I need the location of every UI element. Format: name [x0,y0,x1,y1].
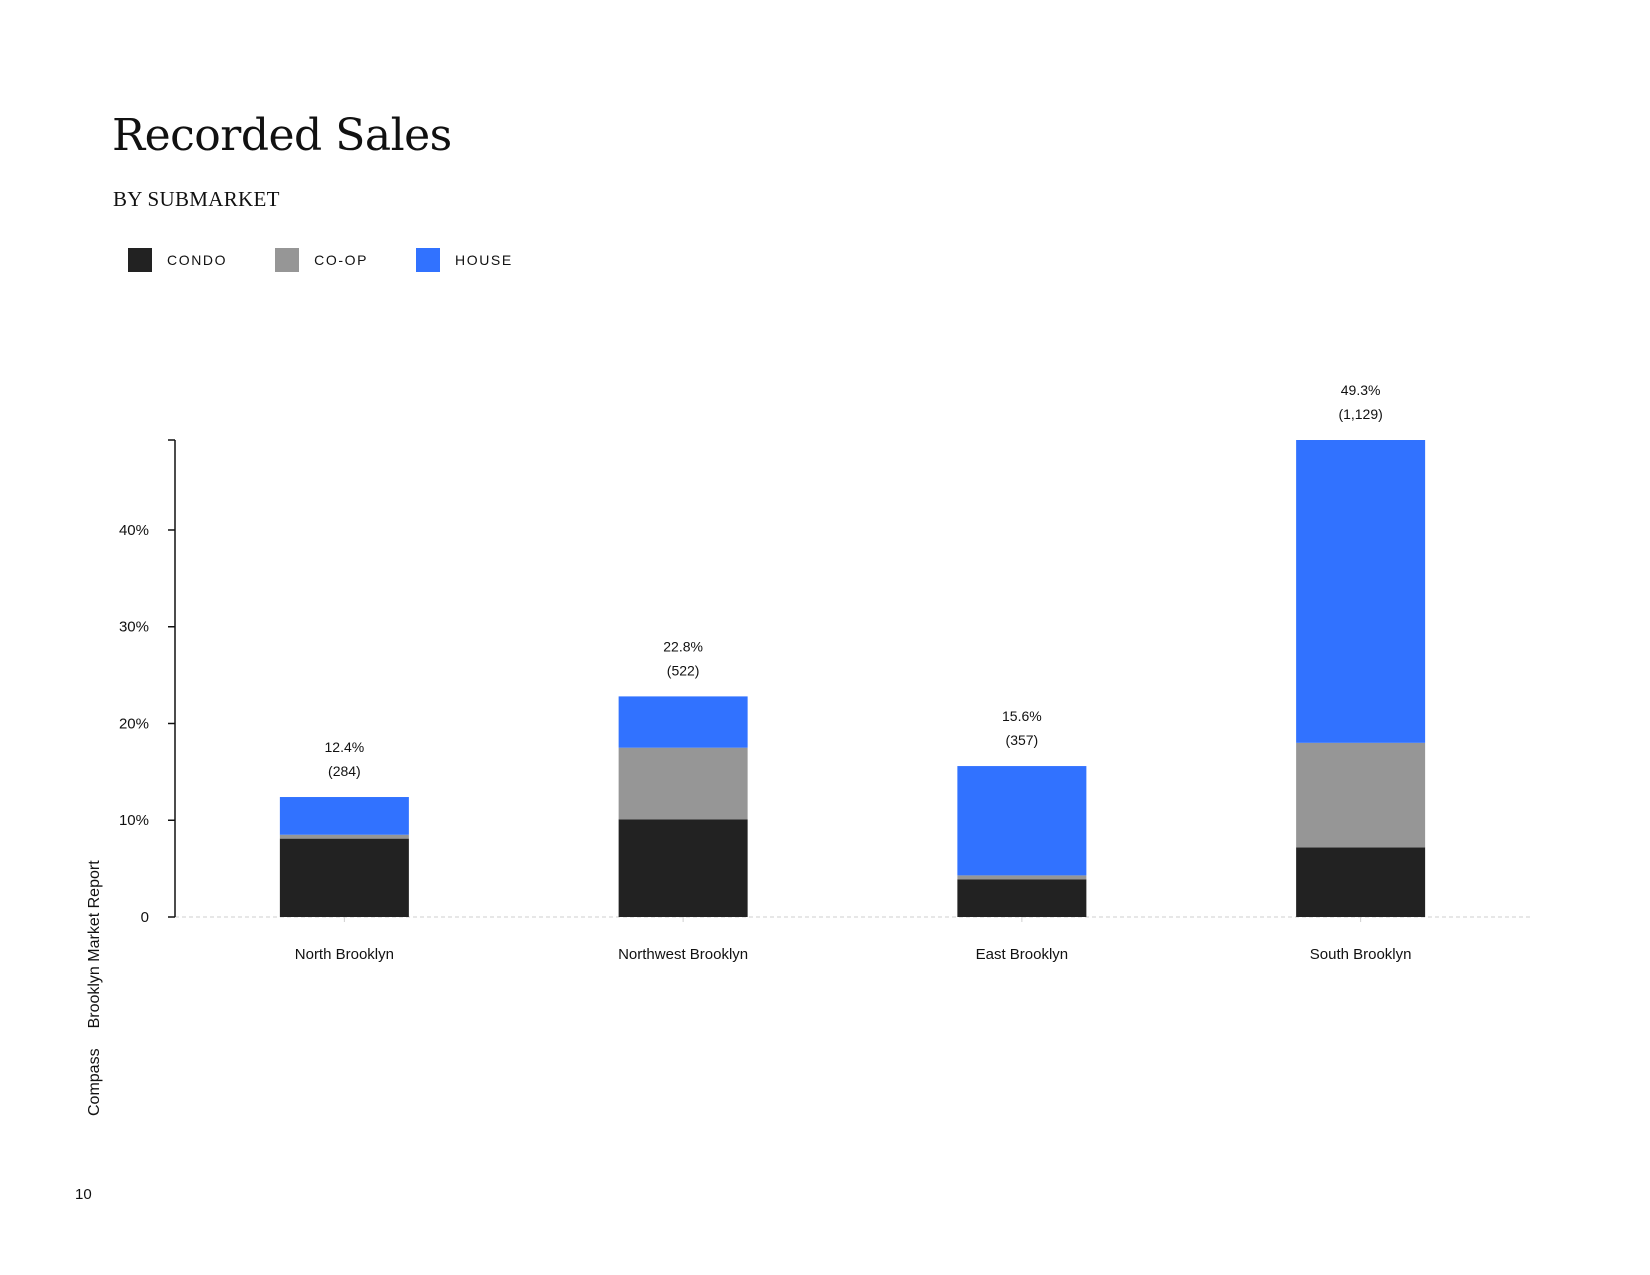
bar-segment-house [279,797,409,835]
legend-item-condo: CONDO [128,248,227,272]
y-tick-label: 40% [119,522,149,539]
bar-count-label: (522) [667,662,700,678]
chart-legend: CONDO CO-OP HOUSE [128,248,513,272]
bar-segment-condo [1296,847,1426,917]
legend-label-house: HOUSE [455,252,513,268]
bar-total-label: 15.6% [1002,708,1042,724]
report-name: Brooklyn Market Report [86,860,103,1029]
x-tick-label: East Brooklyn [976,946,1069,963]
page-title: Recorded Sales [112,110,452,161]
y-tick-label: 30% [119,619,149,636]
bar-count-label: (357) [1006,732,1039,748]
bar-segment-condo [279,838,409,917]
bar-segment-condo [618,819,748,917]
bar-segment-coop [1296,742,1426,848]
bar-count-label: (1,129) [1338,406,1382,422]
bar-segment-house [957,766,1087,876]
bar-total-label: 12.4% [325,739,365,755]
bar-segment-coop [618,747,748,820]
brand-name: Compass [86,1048,103,1116]
bar-segment-coop [279,834,409,839]
legend-swatch-house [416,248,441,272]
page-number: 10 [75,1186,92,1203]
y-tick-label: 0 [141,909,149,926]
bar-segment-house [618,696,748,748]
x-tick-label: Northwest Brooklyn [618,946,748,963]
legend-swatch-condo [128,248,152,272]
legend-item-coop: CO-OP [275,248,368,272]
page-subtitle: BY SUBMARKET [113,187,280,211]
x-tick-label: South Brooklyn [1310,946,1412,963]
legend-label-coop: CO-OP [314,252,369,268]
legend-swatch-coop [275,248,300,272]
bar-total-label: 22.8% [663,638,703,654]
y-tick-label: 20% [119,715,149,732]
x-tick-label: North Brooklyn [295,946,394,963]
bar-total-label: 49.3% [1341,382,1381,398]
y-tick-label: 10% [119,812,149,829]
bar-segment-coop [957,875,1087,880]
legend-item-house: HOUSE [416,248,513,272]
legend-label-condo: CONDO [167,252,228,268]
report-side-label: Compass Brooklyn Market Report [86,860,104,1116]
bar-count-label: (284) [328,763,361,779]
bar-segment-condo [957,879,1087,917]
bar-segment-house [1296,440,1426,743]
